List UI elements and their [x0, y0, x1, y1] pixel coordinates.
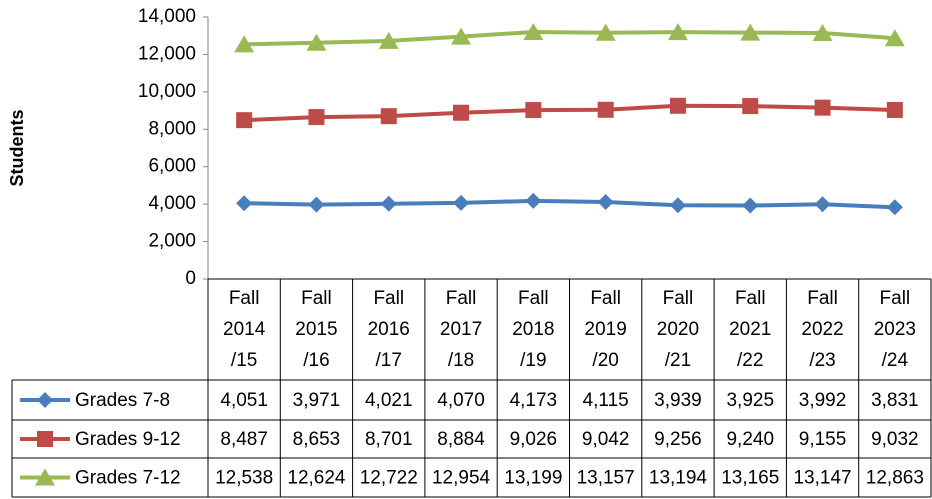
x-tick-label: Fall 2023 /24	[873, 288, 916, 371]
table-value: 3,831	[871, 390, 919, 411]
x-tick-label: Fall 2022 /23	[801, 288, 844, 371]
marker	[742, 197, 759, 214]
legend-marker	[37, 431, 53, 447]
x-tick-label: Fall 2016 /17	[367, 288, 410, 371]
marker	[380, 195, 397, 212]
marker	[380, 108, 397, 125]
marker	[236, 112, 253, 129]
marker	[742, 98, 759, 115]
marker	[740, 23, 761, 41]
table-value: 3,925	[726, 390, 774, 411]
marker	[595, 23, 616, 41]
marker	[308, 196, 325, 213]
table-value: 9,026	[510, 429, 558, 450]
marker	[884, 29, 905, 47]
table-value: 9,042	[582, 429, 630, 450]
table-value: 9,256	[654, 429, 702, 450]
x-tick-label: Fall 2017 /18	[439, 288, 483, 371]
marker	[886, 199, 903, 216]
marker	[378, 31, 399, 49]
table-value: 9,155	[799, 429, 847, 450]
series-line	[244, 103, 895, 123]
marker	[234, 35, 255, 53]
x-tick-label: Fall 2020 /21	[656, 288, 700, 371]
table-value: 8,884	[437, 429, 485, 450]
x-tick-label: Fall 2019 /20	[584, 288, 627, 371]
marker	[814, 99, 831, 116]
y-tick-label: 4,000	[148, 193, 196, 214]
table-value: 8,701	[365, 429, 413, 450]
x-tick-label: Fall 2021 /22	[729, 288, 772, 371]
series-line	[244, 198, 895, 210]
marker	[886, 101, 903, 118]
table-value: 4,115	[583, 390, 629, 411]
y-tick-label: 2,000	[148, 231, 196, 252]
table-value: 3,971	[293, 390, 341, 411]
table-value: 4,021	[365, 390, 413, 411]
x-tick-label: Fall 2018 /19	[512, 288, 555, 371]
marker	[669, 97, 686, 114]
marker	[453, 194, 470, 211]
marker	[667, 23, 688, 41]
x-tick-label: Fall 2014 /15	[223, 288, 266, 371]
table-value: 4,070	[437, 390, 485, 411]
marker	[669, 197, 686, 214]
table-value: 12,954	[432, 468, 491, 489]
legend-label: Grades 7-8	[75, 390, 170, 411]
legend-marker	[37, 392, 53, 408]
table-value: 4,051	[220, 390, 268, 411]
table-value: 13,147	[793, 468, 851, 489]
table-value: 3,992	[799, 390, 847, 411]
x-tick-label: Fall 2015 /16	[295, 288, 338, 371]
table-value: 8,487	[220, 429, 268, 450]
y-axis-label: Students	[7, 109, 27, 186]
y-tick-label: 0	[185, 268, 196, 289]
y-tick-label: 8,000	[148, 118, 196, 139]
legend-label: Grades 9-12	[75, 429, 181, 450]
marker	[525, 192, 542, 209]
table-value: 3,939	[654, 390, 702, 411]
marker	[523, 22, 544, 40]
marker	[597, 101, 614, 118]
marker	[597, 193, 614, 210]
table-value: 13,157	[577, 468, 635, 489]
table-value: 9,240	[726, 429, 774, 450]
table-value: 12,538	[215, 468, 273, 489]
table-value: 8,653	[293, 429, 341, 450]
legend-label: Grades 7-12	[75, 468, 181, 489]
y-tick-label: 14,000	[138, 6, 196, 27]
marker	[451, 27, 472, 45]
y-tick-label: 6,000	[148, 156, 196, 177]
marker	[306, 33, 327, 51]
table-value: 13,199	[504, 468, 562, 489]
series-line	[244, 29, 895, 47]
table-value: 12,722	[360, 468, 418, 489]
marker	[236, 195, 253, 212]
table-value: 13,194	[649, 468, 708, 489]
legend-marker	[35, 468, 55, 486]
marker	[812, 23, 833, 41]
table-value: 9,032	[871, 429, 919, 450]
marker	[525, 102, 542, 119]
marker	[308, 109, 325, 126]
marker	[453, 104, 470, 121]
marker	[814, 196, 831, 213]
table-value: 12,863	[866, 468, 924, 489]
table-value: 13,165	[721, 468, 779, 489]
table-value: 4,173	[510, 390, 558, 411]
table-value: 12,624	[287, 468, 346, 489]
y-tick-label: 10,000	[138, 81, 196, 102]
y-tick-label: 12,000	[138, 43, 196, 64]
